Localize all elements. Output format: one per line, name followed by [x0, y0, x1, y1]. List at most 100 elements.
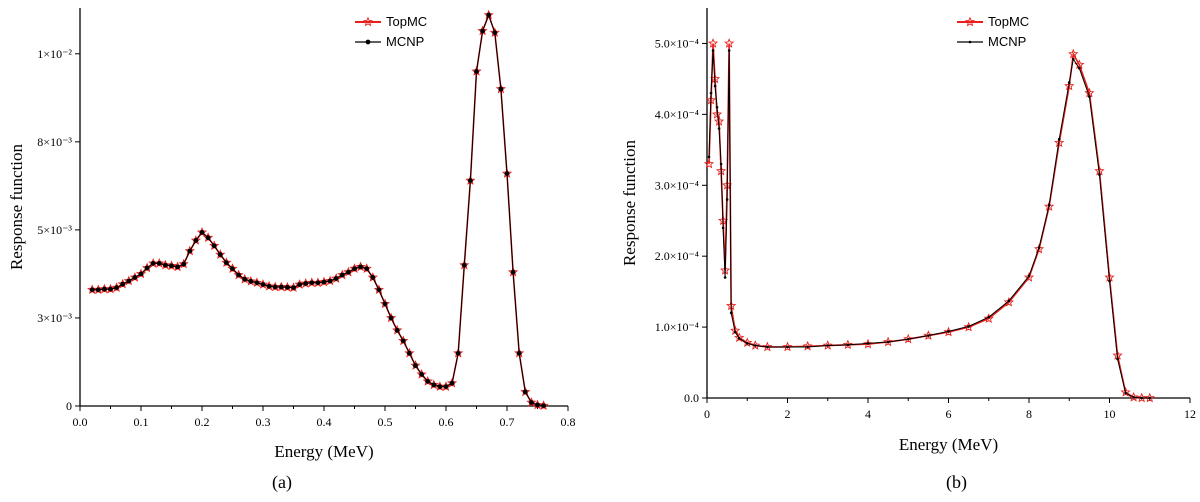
data-point: [707, 38, 719, 48]
x-tick-label: 0.5: [378, 415, 393, 429]
y-tick-label: 4.0×10⁻⁴: [655, 107, 699, 121]
x-tick-label: 0.1: [134, 415, 149, 429]
data-point: [1054, 137, 1065, 148]
x-tick-label: 0.0: [73, 415, 88, 429]
data-point: [163, 262, 168, 268]
data-point: [126, 278, 132, 284]
data-point: [254, 280, 260, 286]
data-point: [1057, 137, 1061, 141]
data-point: [181, 261, 187, 267]
y-tick-label: 1×10⁻²: [37, 47, 72, 61]
data-point: [461, 262, 467, 268]
data-point: [175, 264, 181, 270]
data-point: [713, 84, 717, 88]
data-point: [745, 342, 749, 345]
data-point: [309, 280, 315, 286]
data-point: [272, 284, 278, 290]
data-point: [144, 265, 150, 271]
data-point: [199, 229, 205, 235]
series-MCNP: [89, 12, 546, 409]
data-point: [242, 276, 248, 282]
data-point: [1027, 274, 1031, 278]
data-point: [707, 155, 711, 159]
data-point: [394, 327, 400, 333]
caption-b: (b): [946, 472, 967, 492]
data-point: [205, 235, 211, 241]
data-point: [1144, 392, 1155, 403]
data-point: [108, 286, 113, 292]
data-point: [413, 363, 418, 368]
x-tick-label: 6: [946, 407, 952, 421]
data-point: [425, 378, 431, 384]
x-axis-title: Energy (MeV): [899, 435, 998, 454]
data-point: [842, 339, 853, 350]
data-point: [1132, 395, 1135, 399]
data-point: [376, 287, 382, 293]
data-point: [737, 337, 741, 340]
data-point: [486, 12, 492, 18]
data-point: [723, 276, 727, 279]
data-point: [114, 285, 119, 291]
x-tick-label: 0.3: [256, 415, 271, 429]
data-point: [278, 284, 284, 290]
data-point: [260, 282, 266, 287]
data-point: [1037, 246, 1041, 249]
x-tick-label: 2: [785, 407, 791, 421]
x-tick-label: 12: [1184, 407, 1196, 421]
data-point: [443, 384, 449, 390]
data-point: [492, 30, 498, 36]
y-tick-label: 8×10⁻³: [37, 135, 72, 149]
data-point: [1033, 243, 1045, 254]
data-point: [766, 345, 769, 349]
data-point: [1098, 173, 1101, 176]
data-point: [474, 68, 479, 74]
data-point: [346, 269, 351, 275]
data-point: [138, 271, 144, 277]
x-tick-label: 0.8: [561, 415, 576, 429]
data-point: [291, 285, 296, 291]
data-point: [224, 260, 229, 266]
legend-box: [953, 10, 1043, 54]
data-point: [903, 333, 914, 344]
data-point: [717, 127, 721, 130]
data-point: [1003, 296, 1014, 307]
data-point: [480, 28, 485, 34]
data-point: [388, 315, 394, 321]
data-point: [711, 49, 715, 52]
x-tick-label: 0.6: [439, 415, 454, 429]
data-point: [315, 280, 321, 286]
data-point: [339, 272, 345, 278]
legend-marker: [362, 16, 374, 27]
data-point: [963, 321, 974, 332]
legend: TopMC MCNP: [351, 10, 441, 54]
data-point: [703, 158, 715, 169]
data-point: [449, 380, 455, 386]
data-point: [1088, 95, 1091, 98]
data-point: [407, 350, 412, 356]
data-point: [156, 260, 162, 266]
data-point: [169, 263, 174, 269]
y-tick-label: 0.0: [684, 391, 699, 405]
data-point: [927, 334, 930, 337]
data-point: [719, 162, 723, 166]
data-point: [1136, 392, 1147, 403]
data-point: [193, 238, 199, 243]
data-point: [327, 278, 333, 284]
data-point: [866, 342, 870, 345]
data-point: [211, 243, 217, 249]
data-point: [535, 402, 540, 408]
data-point: [285, 284, 290, 290]
data-point: [906, 337, 910, 341]
y-tick-label: 5×10⁻³: [37, 223, 72, 237]
data-point: [786, 345, 789, 349]
data-point: [382, 301, 388, 307]
data-point: [806, 345, 809, 349]
data-point: [498, 86, 504, 92]
data-point: [750, 340, 761, 350]
legend: TopMC MCNP: [953, 10, 1043, 54]
data-point: [150, 260, 156, 266]
data-point: [1064, 80, 1075, 91]
data-point: [923, 330, 934, 340]
data-point: [724, 38, 735, 48]
y-tick-label: 1.0×10⁻⁴: [655, 320, 699, 334]
